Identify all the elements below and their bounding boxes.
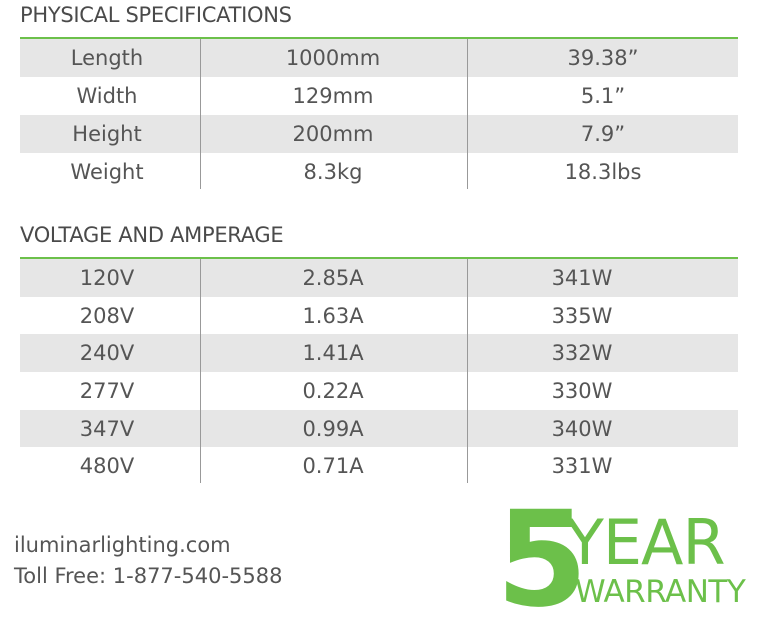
warranty-number: 5 <box>496 483 588 637</box>
section-rule <box>20 37 738 39</box>
table-row: 208V 1.63A 335W <box>20 297 738 335</box>
phone: Toll Free: 1-877-540-5588 <box>14 564 283 588</box>
column-divider <box>467 259 468 484</box>
table-cell: 2.85A <box>302 265 364 290</box>
table-row: Width 129mm 5.1” <box>20 77 738 115</box>
table-cell: 340W <box>551 416 613 441</box>
table-row: 480V 0.71A 331W <box>20 448 738 486</box>
table-cell: 8.3kg <box>303 160 363 184</box>
table-row: 240V 1.41A 332W <box>20 334 738 373</box>
table-cell: 240V <box>79 341 135 366</box>
table-cell: 332W <box>551 341 613 366</box>
table-cell: 1.41A <box>302 341 364 366</box>
warranty-label: WARRANTY <box>575 574 746 610</box>
table-cell: 331W <box>551 454 613 479</box>
table-row: 347V 0.99A 340W <box>20 409 738 448</box>
table-cell: 1000mm <box>285 46 381 70</box>
table-cell: 18.3lbs <box>564 160 642 184</box>
table-cell: 39.38” <box>567 46 639 70</box>
table-cell: 5.1” <box>580 84 626 108</box>
table-row: 277V 0.22A 330W <box>20 372 738 410</box>
section-title: PHYSICAL SPECIFICATIONS <box>20 3 292 27</box>
section-title: VOLTAGE AND AMPERAGE <box>20 223 284 247</box>
table-cell: 347V <box>79 416 135 441</box>
table-row: 120V 2.85A 341W <box>20 259 738 297</box>
table-cell: 0.22A <box>302 378 364 403</box>
table-row: Height 200mm 7.9” <box>20 115 738 153</box>
column-divider <box>200 259 201 484</box>
table-cell: Width <box>76 84 138 108</box>
table-cell: 480V <box>79 454 135 479</box>
table-cell: 120V <box>79 265 135 290</box>
column-divider <box>467 39 468 189</box>
table-cell: 0.71A <box>302 454 364 479</box>
section-rule <box>20 257 738 259</box>
table-cell: 200mm <box>292 122 374 146</box>
page: { "sections": [ { "title": "PHYSICAL SPE… <box>14 3 746 626</box>
table-cell: Height <box>72 122 142 146</box>
table-row: Length 1000mm 39.38” <box>20 39 738 77</box>
table-cell: Weight <box>70 160 144 184</box>
table-cell: Length <box>70 46 144 70</box>
table-cell: 0.99A <box>302 416 364 441</box>
warranty-unit: YEAR <box>566 506 726 579</box>
table-row: Weight 8.3kg 18.3lbs <box>20 153 738 191</box>
table-cell: 330W <box>551 378 613 403</box>
table-cell: 277V <box>79 378 135 403</box>
table-cell: 1.63A <box>302 303 364 328</box>
table-cell: 7.9” <box>580 122 626 146</box>
table-cell: 341W <box>551 265 613 290</box>
table-cell: 208V <box>79 303 135 328</box>
table-cell: 335W <box>551 303 613 328</box>
table-cell: 129mm <box>292 84 374 108</box>
website: iluminarlighting.com <box>14 533 231 557</box>
column-divider <box>200 39 201 189</box>
